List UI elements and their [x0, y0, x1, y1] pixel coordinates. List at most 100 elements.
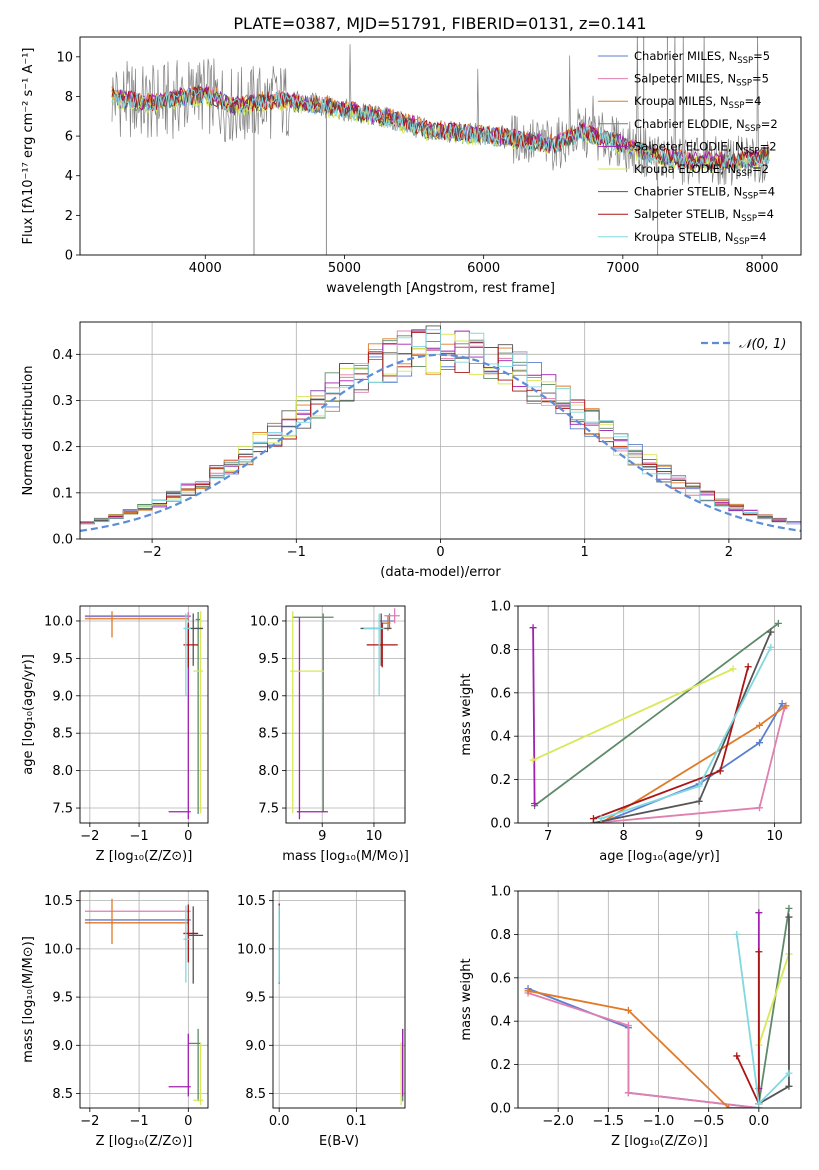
y-tick-label: 10.0: [250, 614, 279, 629]
data-marker: [767, 643, 775, 651]
y-tick-label: 9.5: [52, 991, 73, 1006]
data-marker: [524, 987, 532, 995]
error-bar: [188, 1028, 201, 1102]
axes-mass-vs-EBV: 0.0 0.1 8.5 9.0 9.5 10.0 10.5 E(B-V): [237, 890, 406, 1149]
data-marker: [767, 628, 775, 636]
legend-label: Kroupa STELIB, NSSP=4: [634, 230, 766, 247]
weight-line: [534, 622, 779, 807]
legend-label: Chabrier STELIB, NSSP=4: [634, 185, 775, 202]
data-marker: [733, 1052, 741, 1060]
legend-label: Chabrier MILES, NSSP=5: [634, 49, 770, 66]
y-tick-label: 4: [65, 169, 73, 184]
data-marker: [729, 665, 737, 673]
x-axis-label: Z [log₁₀(Z/Z⊙)]: [611, 1134, 708, 1149]
y-tick-label: 0.0: [52, 533, 73, 548]
weight-line: [532, 668, 734, 761]
data-marker: [695, 782, 703, 790]
weight-line: [600, 703, 783, 823]
y-tick-label: 8.0: [258, 764, 279, 779]
figure-title: PLATE=0387, MJD=51791, FIBERID=0131, z=0…: [233, 14, 646, 33]
x-tick-label: 9: [318, 829, 326, 844]
error-bar: [84, 611, 191, 620]
axes-frame: [79, 605, 209, 824]
model-spectrum-line: [111, 86, 770, 171]
y-tick-label: 2: [65, 209, 73, 224]
data-marker: [785, 1069, 793, 1077]
y-tick-label: 8: [65, 90, 73, 105]
y-tick-label: 1.0: [490, 600, 511, 615]
error-bar: [366, 622, 398, 668]
y-tick-label: 10.5: [237, 894, 266, 909]
x-tick-label: −2: [143, 545, 162, 560]
data-marker: [589, 815, 597, 823]
x-tick-label: −1.0: [643, 1114, 675, 1129]
y-tick-label: 9.5: [258, 652, 279, 667]
data-marker: [529, 756, 537, 764]
x-tick-label: 0.1: [346, 1114, 367, 1129]
y-axis-label: Flux [fλ10⁻¹⁷ erg cm⁻² s⁻¹ A⁻¹]: [21, 48, 36, 245]
y-tick-label: 0.6: [490, 686, 511, 701]
y-tick-label: 0.0: [490, 1102, 511, 1117]
error-bar: [363, 613, 385, 696]
axes-weight-vs-age: 7 8 9 10 0.0 0.2 0.4 0.6 0.8 1.0 age [log₁₀(age/yr…: [459, 600, 802, 864]
x-tick-label: 10: [766, 829, 783, 844]
y-tick-label: 8.5: [52, 727, 73, 742]
data-marker: [695, 797, 703, 805]
x-tick-label: −2: [80, 829, 99, 844]
x-tick-label: −1: [287, 545, 306, 560]
axes-age-vs-Z: −2 −1 0 7.5 8.0 8.5 9.0 9.5 10.0 Z [log₁₀(Z/Z⊙)] a…: [21, 605, 209, 864]
y-tick-label: 0.3: [52, 394, 73, 409]
y-axis-label: Normed distribution: [21, 366, 36, 496]
axes-frame: [272, 890, 406, 1109]
data-marker: [785, 913, 793, 921]
x-tick-label: −0.5: [693, 1114, 725, 1129]
y-tick-label: 9.5: [52, 652, 73, 667]
y-tick-label: 0.4: [52, 348, 73, 363]
data-marker: [755, 1100, 763, 1108]
y-axis-label: age [log₁₀(age/yr)]: [21, 654, 36, 775]
axes-frame: [79, 36, 802, 256]
y-tick-label: 6: [65, 130, 73, 145]
y-tick-label: 9.0: [52, 689, 73, 704]
error-bar: [183, 613, 191, 696]
axes-frame: [517, 890, 802, 1109]
error-bar: [292, 613, 334, 812]
y-tick-label: 0.4: [490, 730, 511, 745]
x-tick-label: 0.0: [749, 1114, 770, 1129]
axes-frame: [79, 321, 802, 540]
y-tick-label: 9.0: [52, 1039, 73, 1054]
x-tick-label: 10: [366, 829, 383, 844]
error-bar: [296, 617, 328, 820]
x-tick-label: 5000: [328, 261, 361, 276]
model-spectrum-line: [111, 88, 770, 172]
histogram-step: [80, 329, 801, 527]
error-bar: [193, 1042, 204, 1106]
data-marker: [755, 804, 763, 812]
data-marker: [744, 663, 752, 671]
y-tick-label: 0.6: [490, 971, 511, 986]
legend-label: Salpeter MILES, NSSP=5: [634, 72, 769, 89]
x-tick-label: 7000: [606, 261, 639, 276]
data-marker: [785, 904, 793, 912]
y-tick-label: 10.0: [44, 614, 73, 629]
y-tick-label: 7.5: [52, 802, 73, 817]
y-tick-label: 8.5: [245, 1087, 266, 1102]
legend-label: Kroupa ELODIE, NSSP=2: [634, 162, 769, 179]
data-marker: [624, 1006, 632, 1014]
y-tick-label: 8.0: [52, 764, 73, 779]
x-tick-label: 0: [436, 545, 444, 560]
y-tick-label: 0.2: [52, 440, 73, 455]
error-bar: [168, 1033, 191, 1097]
data-marker: [755, 948, 763, 956]
x-axis-label: E(B-V): [319, 1134, 359, 1149]
data-marker: [725, 1104, 733, 1108]
y-tick-label: 10: [56, 50, 73, 65]
plot-area-spectrum: [111, 37, 770, 255]
axes-frame: [79, 890, 209, 1109]
data-marker: [755, 721, 763, 729]
data-marker: [716, 767, 724, 775]
data-marker: [785, 1082, 793, 1090]
error-bar: [84, 611, 189, 638]
weight-line: [527, 989, 759, 1108]
